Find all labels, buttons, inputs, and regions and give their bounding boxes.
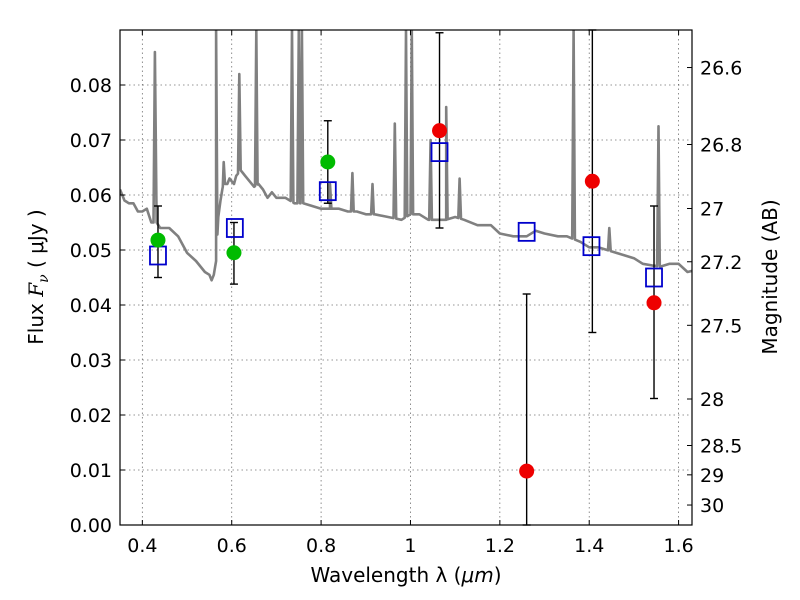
model-square	[517, 221, 536, 242]
model-square	[645, 267, 663, 288]
y2-axis-title: Magnitude (AB)	[758, 199, 782, 354]
y-axis-title-suffix: ( μJy )	[24, 209, 48, 274]
points-layer	[149, 29, 663, 526]
x-tick-label: 0.8	[306, 535, 336, 557]
mag-tick-label: 26.6	[700, 58, 742, 80]
mag-tick-label: 27.2	[700, 252, 742, 274]
observed-point	[432, 123, 448, 139]
x-axis-title-prefix: Wavelength λ (	[310, 563, 461, 587]
x-axis-title-unit: μm	[460, 563, 493, 587]
y-tick-label: 0.04	[70, 295, 112, 317]
observed-point	[226, 245, 242, 261]
mag-tick-label: 28	[700, 389, 724, 411]
y-tick-label: 0.06	[70, 185, 112, 207]
model-square	[225, 218, 244, 238]
x-tick-label: 1	[404, 535, 416, 557]
x-tick-label: 1.2	[485, 535, 515, 557]
y-tick-label: 0.08	[70, 75, 112, 97]
x-tick-label: 0.6	[217, 535, 247, 557]
observed-point	[646, 295, 662, 311]
model-square	[582, 236, 601, 257]
y-tick-label: 0.03	[70, 350, 112, 372]
x-tick-label: 0.4	[127, 535, 157, 557]
mag-tick-label: 27.5	[700, 315, 742, 337]
observed-point	[519, 463, 535, 479]
tick-layer	[120, 30, 692, 526]
model-square	[318, 181, 337, 202]
y-tick-label: 0.07	[70, 130, 112, 152]
spectrum-line	[120, 30, 692, 282]
y-tick-label: 0.01	[70, 460, 112, 482]
plot-frame	[119, 29, 693, 526]
mag-tick-label: 26.8	[700, 134, 742, 156]
observed-point	[584, 173, 600, 189]
y-tick-label: 0.00	[70, 515, 112, 537]
y-axis-title-subscript: ν	[36, 274, 52, 283]
mag-tick-label: 30	[700, 495, 724, 517]
mag-tick-label: 28.5	[700, 436, 742, 458]
x-tick-label: 1.6	[663, 535, 693, 557]
y-axis-title: Flux Fν ( μJy )	[24, 209, 52, 344]
model-square	[430, 142, 449, 163]
mag-tick-label: 29	[700, 465, 724, 487]
y-tick-label: 0.02	[70, 405, 112, 427]
observed-point	[150, 232, 166, 248]
spectrum-layer	[120, 30, 692, 282]
mag-tick-label: 27	[700, 199, 724, 221]
x-tick-label: 1.4	[574, 535, 604, 557]
x-axis-title: Wavelength λ (μm)	[310, 563, 501, 587]
y-axis-title-symbol: F	[24, 282, 48, 298]
y-axis-title-prefix: Flux	[24, 297, 48, 345]
x-axis-title-suffix: )	[494, 563, 502, 587]
observed-point	[320, 154, 336, 170]
y-tick-label: 0.05	[70, 240, 112, 262]
label-layer: 0.4 0.6 0.8 1 1.2 1.4 1.6 0.00 0.01 0.02 0.03 0.04 0…	[70, 58, 743, 557]
